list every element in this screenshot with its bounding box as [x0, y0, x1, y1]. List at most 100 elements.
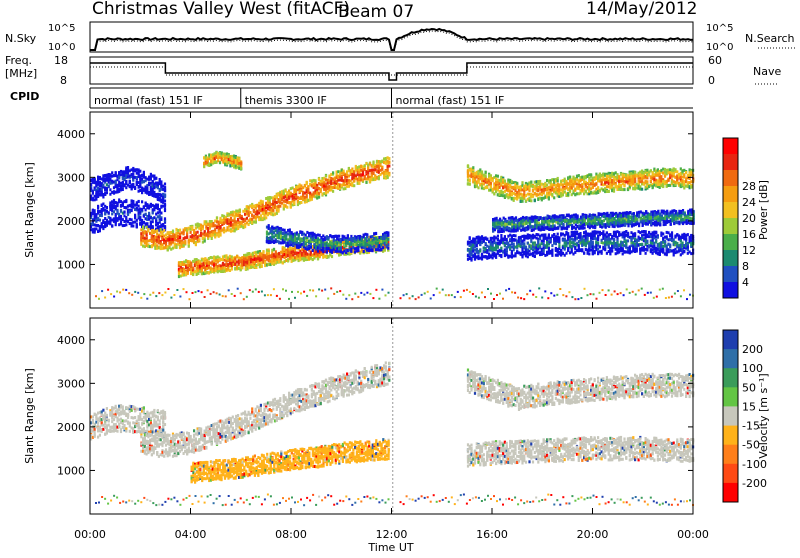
range-gate-cell — [125, 223, 127, 226]
range-gate-cell — [311, 198, 313, 201]
range-gate-cell — [142, 227, 144, 230]
range-gate-cell — [203, 165, 205, 168]
range-gate-cell — [325, 175, 327, 178]
range-gate-cell — [353, 184, 355, 187]
range-gate-cell — [539, 180, 541, 183]
range-gate-cell — [125, 186, 127, 189]
range-gate-cell — [467, 171, 469, 174]
range-gate-cell — [132, 200, 134, 203]
range-gate-cell — [164, 189, 166, 192]
range-gate-cell — [467, 164, 469, 167]
range-gate-cell — [152, 220, 154, 223]
range-gate-cell — [99, 229, 101, 232]
range-gate-cell — [175, 246, 177, 249]
range-gate-cell — [372, 161, 374, 164]
range-gate-cell — [138, 200, 140, 203]
range-gate-cell — [125, 216, 127, 219]
range-gate-cell — [469, 182, 471, 185]
range-gate-cell — [553, 196, 555, 199]
range-gate-cell — [125, 199, 127, 202]
range-gate-cell — [164, 203, 166, 206]
range-gate-cell — [388, 165, 390, 168]
range-gate-cell — [239, 209, 241, 212]
range-gate-cell — [211, 237, 213, 240]
range-gate-cell — [157, 204, 159, 207]
range-gate-cell — [141, 200, 143, 203]
range-gate-cell — [143, 171, 145, 174]
range-gate-cell — [279, 205, 281, 208]
range-gate-cell — [160, 218, 162, 221]
range-gate-cell — [373, 245, 375, 248]
range-gate-cell — [521, 200, 523, 203]
freq-trace — [90, 63, 693, 80]
nave-trace — [90, 67, 693, 75]
range-gate-cell — [97, 206, 99, 209]
nsky-label: N.Sky — [5, 32, 37, 45]
range-gate-cell — [164, 200, 166, 203]
range-gate-cell — [387, 243, 389, 246]
range-gate-cell — [485, 175, 487, 178]
range-gate-cell — [179, 229, 181, 232]
range-gate-cell — [357, 249, 359, 252]
range-gate-cell — [179, 236, 181, 239]
range-gate-cell — [152, 212, 154, 215]
range-gate-cell — [497, 175, 499, 178]
range-gate-cell — [277, 208, 279, 211]
nsky-tick-high: 10^5 — [48, 23, 75, 34]
range-gate-cell — [139, 216, 141, 219]
range-gate-cell — [382, 246, 384, 249]
range-gate-cell — [314, 179, 316, 182]
range-gate-cell — [255, 221, 257, 224]
range-gate-cell — [164, 183, 166, 186]
range-gate-cell — [163, 229, 165, 232]
range-gate-cell — [219, 161, 221, 164]
range-gate-cell — [472, 166, 474, 169]
range-gate-cell — [136, 223, 138, 226]
range-gate-cell — [516, 182, 518, 185]
freq-tick-high: 18 — [54, 54, 68, 67]
nsearch-label: N.Search — [745, 32, 795, 45]
range-gate-cell — [122, 188, 124, 191]
range-gate-cell — [164, 207, 166, 210]
range-gate-cell — [120, 209, 122, 212]
range-gate-cell — [164, 217, 166, 220]
range-gate-cell — [530, 181, 532, 184]
range-gate-cell — [521, 181, 523, 184]
range-gate-cell — [298, 234, 300, 237]
range-gate-cell — [326, 251, 328, 254]
range-gate-cell — [164, 194, 166, 197]
nsky-right-tick-high: 10^5 — [706, 23, 733, 34]
range-gate-cell — [111, 171, 113, 174]
range-gate-cell — [265, 216, 267, 219]
range-gate-cell — [188, 245, 190, 248]
range-gate-cell — [387, 234, 389, 237]
range-gate-cell — [562, 193, 564, 196]
range-gate-cell — [204, 240, 206, 243]
range-gate-cell — [123, 211, 125, 214]
range-gate-cell — [530, 199, 532, 202]
range-gate-cell — [332, 190, 334, 193]
range-gate-cell — [240, 167, 242, 170]
range-gate-cell — [231, 268, 233, 271]
range-gate-cell — [219, 234, 221, 237]
nsky-right-tick-low: 10^0 — [706, 42, 733, 53]
range-gate-cell — [381, 168, 383, 171]
range-gate-cell — [388, 157, 390, 160]
range-gate-cell — [388, 174, 390, 177]
range-gate-cell — [190, 231, 192, 234]
range-gate-cell — [116, 209, 118, 212]
range-gate-cell — [283, 208, 285, 211]
range-gate-cell — [293, 202, 295, 205]
freq-label-2: [MHz] — [5, 67, 37, 80]
range-gate-cell — [139, 170, 141, 173]
range-gate-cell — [387, 168, 389, 171]
range-gate-cell — [485, 171, 487, 174]
range-gate-cell — [307, 188, 309, 191]
range-gate-cell — [261, 264, 263, 267]
range-gate-cell — [306, 181, 308, 184]
range-gate-cell — [312, 249, 314, 252]
range-gate-cell — [387, 238, 389, 241]
range-gate-cell — [111, 225, 113, 228]
